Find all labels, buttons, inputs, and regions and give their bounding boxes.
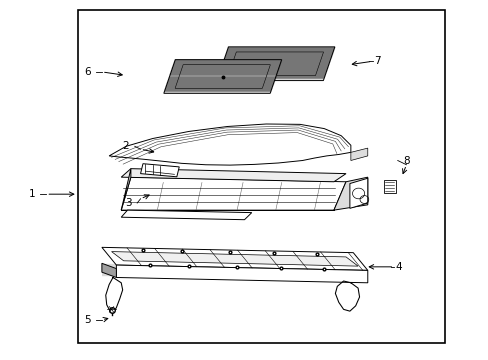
Text: 2: 2: [122, 141, 129, 151]
Text: 6: 6: [84, 67, 90, 77]
Text: 7: 7: [373, 56, 380, 66]
Polygon shape: [111, 252, 357, 266]
Text: 3: 3: [125, 198, 132, 208]
Bar: [78, 10, 444, 343]
Polygon shape: [109, 124, 350, 165]
Polygon shape: [116, 265, 367, 283]
Bar: [383, 180, 395, 193]
Polygon shape: [121, 210, 251, 220]
Polygon shape: [163, 60, 281, 93]
Polygon shape: [102, 263, 116, 278]
Text: 5: 5: [84, 315, 90, 325]
Text: 8: 8: [402, 156, 409, 166]
Text: 1: 1: [28, 189, 35, 199]
Polygon shape: [350, 148, 367, 161]
Text: 4: 4: [395, 262, 402, 272]
Polygon shape: [140, 164, 179, 177]
Polygon shape: [121, 177, 346, 210]
Polygon shape: [333, 177, 367, 210]
Polygon shape: [121, 168, 131, 210]
Polygon shape: [217, 47, 334, 81]
Polygon shape: [121, 168, 346, 182]
Polygon shape: [102, 247, 367, 270]
Polygon shape: [349, 178, 367, 208]
